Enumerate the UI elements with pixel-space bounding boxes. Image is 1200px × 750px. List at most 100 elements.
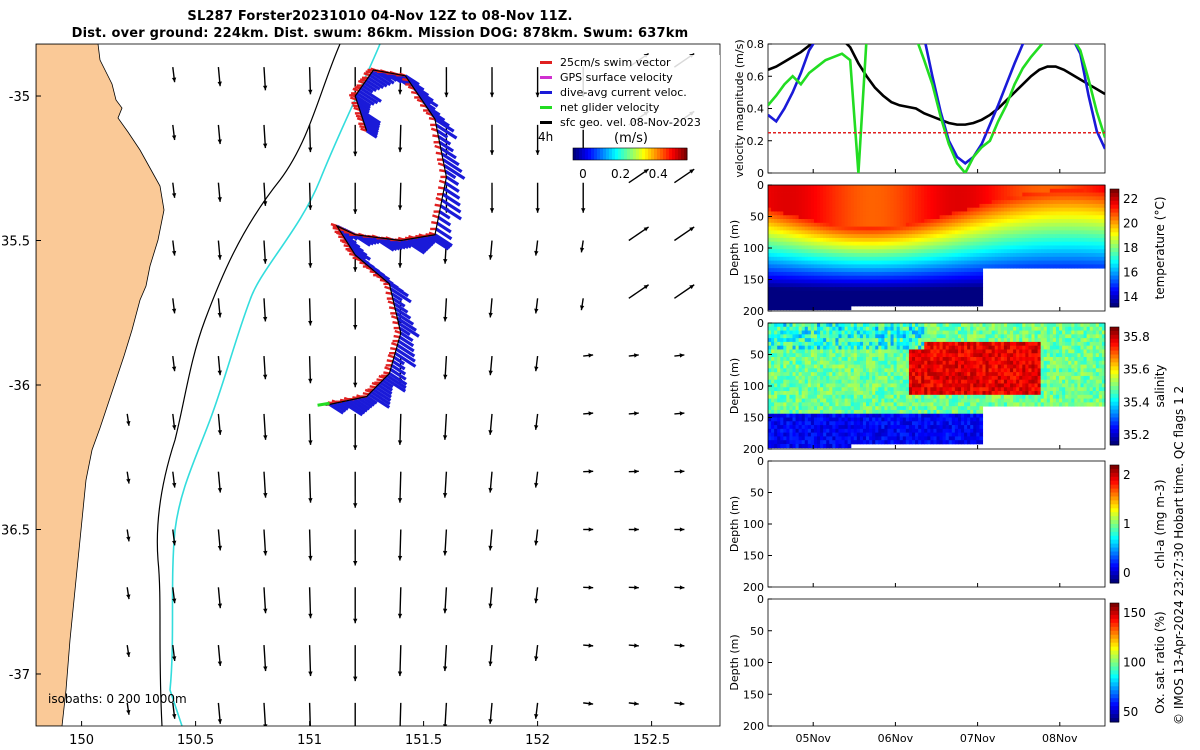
heatmap-cell <box>798 391 803 396</box>
heatmap-cell <box>780 349 784 354</box>
heatmap-cell <box>789 203 794 209</box>
heatmap-cell <box>835 264 840 269</box>
heatmap-cell <box>801 409 806 415</box>
heatmap-cell <box>777 264 781 269</box>
heatmap-cell <box>826 185 830 190</box>
heatmap-cell <box>807 436 812 441</box>
colorbar-cell <box>660 148 664 160</box>
heatmap-cell <box>829 330 833 335</box>
heatmap-cell <box>872 264 876 269</box>
heatmap-cell <box>771 425 775 430</box>
heatmap-cell <box>961 290 965 296</box>
arrow-head <box>217 545 223 551</box>
heatmap-cell <box>838 409 843 415</box>
heatmap-cell <box>1022 256 1026 261</box>
heatmap-cell <box>801 394 806 399</box>
heatmap-cell <box>930 219 935 224</box>
heatmap-cell <box>783 245 787 250</box>
arrow-head <box>217 487 223 493</box>
heatmap-cell <box>835 443 840 449</box>
current-vector <box>440 152 460 167</box>
heatmap-cell <box>789 398 794 403</box>
heatmap-cell <box>902 249 907 254</box>
heatmap-cell <box>807 305 812 311</box>
heatmap-cell <box>795 391 800 396</box>
heatmap-cell <box>841 349 846 354</box>
heatmap-cell <box>911 249 916 254</box>
swim-vector <box>411 90 418 95</box>
heatmap-cell <box>884 283 889 288</box>
heatmap-cell <box>982 230 987 235</box>
heatmap-cell <box>817 207 821 212</box>
heatmap-cell <box>899 207 904 212</box>
heatmap-cell <box>1037 196 1042 201</box>
heatmap-cell <box>927 230 931 235</box>
heatmap-cell <box>1089 230 1094 235</box>
heatmap-cell <box>810 249 815 254</box>
heatmap-cell <box>887 192 892 197</box>
heatmap-cell <box>798 279 803 284</box>
heatmap-cell <box>795 268 800 273</box>
heatmap-cell <box>957 271 962 277</box>
heatmap-cell <box>832 298 836 303</box>
heatmap-cell <box>804 391 809 396</box>
heatmap-cell <box>905 196 910 201</box>
heatmap-cell <box>807 440 812 445</box>
arrow-head <box>442 550 448 556</box>
heatmap-cell <box>954 237 959 243</box>
heatmap-cell <box>832 330 836 335</box>
heatmap-cell <box>801 298 806 303</box>
heatmap-cell <box>826 428 830 434</box>
heatmap-cell <box>951 203 956 209</box>
heatmap-cell <box>844 436 849 441</box>
heatmap-cell <box>930 196 935 201</box>
heatmap-cell <box>856 200 861 205</box>
heatmap-cell <box>1089 241 1094 246</box>
heatmap-cell <box>792 379 797 384</box>
heatmap-cell <box>973 215 977 220</box>
current-vector <box>356 101 371 112</box>
arrow-head <box>689 169 695 174</box>
heatmap-cell <box>1086 260 1091 265</box>
heatmap-cell <box>1059 196 1063 201</box>
heatmap-cell <box>1025 192 1030 197</box>
heatmap-cell <box>1040 260 1045 265</box>
heatmap-cell <box>982 256 987 261</box>
heatmap-cell <box>875 230 879 235</box>
velocity-series-line <box>768 44 1105 165</box>
heatmap-cell <box>982 203 987 209</box>
heatmap-cell <box>961 188 965 193</box>
heatmap-cell <box>850 290 855 296</box>
heatmap-cell <box>918 271 922 277</box>
heatmap-cell <box>896 253 901 258</box>
heatmap-cell <box>967 234 971 239</box>
heatmap-cell <box>1098 260 1103 265</box>
heatmap-cell <box>783 364 787 369</box>
heatmap-cell <box>780 357 784 362</box>
heatmap-cell <box>945 279 950 284</box>
arrow-head <box>534 540 539 546</box>
heatmap-cell <box>1059 234 1063 239</box>
heatmap-cell <box>826 290 830 296</box>
chart-subtitle: Dist. over ground: 224km. Dist. swum: 86… <box>71 26 689 41</box>
arrow-head <box>263 493 268 498</box>
heatmap-cell <box>985 200 990 205</box>
heatmap-cell <box>780 196 784 201</box>
heatmap-cell <box>985 237 990 243</box>
heatmap-cell <box>1016 237 1020 243</box>
heatmap-cell <box>792 398 797 403</box>
heatmap-cell <box>1086 203 1091 209</box>
heatmap-cell <box>841 357 846 362</box>
arrow-head <box>488 603 493 609</box>
heatmap-cell <box>835 185 840 190</box>
heatmap-cell <box>911 196 916 201</box>
heatmap-cell <box>774 425 778 430</box>
heatmap-cell <box>801 234 806 239</box>
arrow-head <box>535 92 540 98</box>
heatmap-cell <box>795 275 800 280</box>
colorbar-cell <box>1110 255 1119 261</box>
heatmap-cell <box>921 253 925 258</box>
heatmap-cell <box>985 203 990 209</box>
heatmap-cell <box>771 409 775 415</box>
heatmap-cell <box>866 357 870 362</box>
